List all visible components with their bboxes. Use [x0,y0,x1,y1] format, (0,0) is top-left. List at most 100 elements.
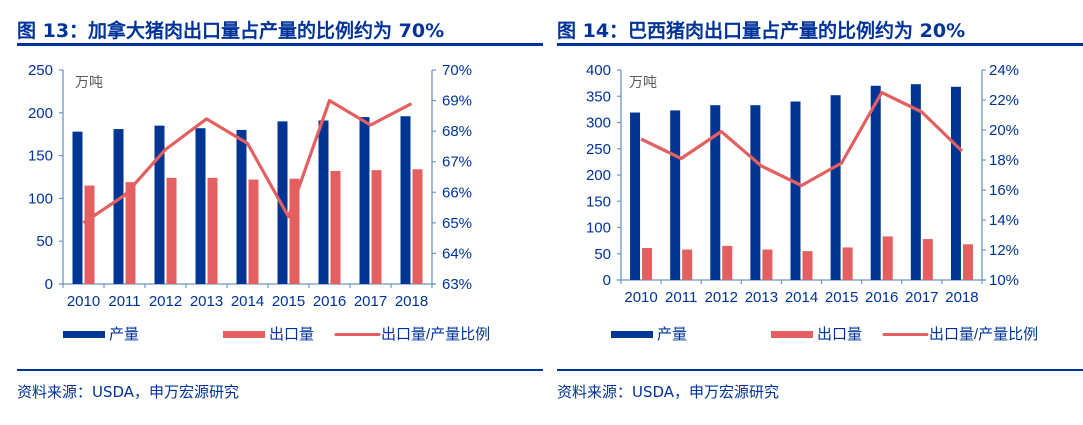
right-axis-tick-label: 14% [989,212,1019,229]
figure-13-title: 图 13：加拿大猪肉出口量占产量的比例约为 70% [17,20,445,42]
unit-label: 万吨 [629,74,657,90]
bar-production-2011 [113,129,124,284]
bar-production-2010 [72,131,83,284]
source-divider [17,369,543,371]
bar-export-2011 [682,249,693,280]
title-divider [557,43,1083,46]
left-axis-tick-label: 350 [586,88,611,105]
right-axis-tick-label: 63% [442,276,472,293]
bar-export-2010 [642,247,653,280]
bar-production-2014 [236,129,247,284]
bar-production-2010 [630,112,641,281]
right-axis-tick-label: 64% [442,245,472,262]
x-axis-tick-label: 2016 [313,293,346,310]
bar-production-2016 [318,120,329,284]
right-axis-tick-label: 24% [989,62,1019,79]
left-axis-tick-label: 50 [594,246,611,263]
x-axis-tick-label: 2017 [354,293,387,310]
left-axis-tick-label: 300 [586,115,611,132]
legend-production-swatch [63,331,105,338]
left-axis-tick-label: 100 [586,220,611,237]
right-axis-tick-label: 10% [989,272,1019,289]
right-axis-tick-label: 67% [442,154,472,171]
x-axis-tick-label: 2010 [67,293,100,310]
right-axis-tick-label: 69% [442,93,472,110]
bar-export-2017 [922,239,933,280]
right-axis-tick-label: 66% [442,184,472,201]
legend-export-swatch [771,331,813,338]
figure-14-title: 图 14：巴西猪肉出口量占产量的比例约为 20% [557,20,966,42]
bar-export-2015 [842,247,853,280]
right-axis-tick-label: 65% [442,215,472,232]
x-axis-tick-label: 2010 [624,289,657,306]
x-axis-tick-label: 2011 [108,293,140,310]
bar-export-2010 [84,185,95,284]
right-axis-tick-label: 16% [989,182,1019,199]
figure-13-panel: 图 13：加拿大猪肉出口量占产量的比例约为 70% 0 50 100 150 200 25… [17,0,543,425]
bar-production-2011 [670,110,681,280]
right-axis-tick-label: 22% [989,92,1019,109]
bar-export-2012 [722,245,733,280]
x-axis-tick-label: 2012 [149,293,182,310]
left-axis-tick-label: 0 [45,276,53,293]
bar-export-2011 [125,182,136,284]
bar-production-2018 [400,116,411,284]
right-axis-tick-label: 18% [989,152,1019,169]
left-axis-tick-label: 100 [28,190,53,207]
bar-production-2013 [195,128,206,284]
left-axis-tick-label: 200 [586,167,611,184]
bar-production-2013 [750,105,761,280]
bar-export-2016 [882,236,893,280]
x-axis-tick-label: 2014 [785,289,818,306]
bar-export-2013 [762,249,773,280]
right-axis-tick-label: 12% [989,242,1019,259]
bar-production-2012 [710,105,721,280]
bar-production-2012 [154,125,165,284]
bar-export-2018 [962,244,973,280]
legend-production-label: 产量 [109,326,139,343]
x-axis-tick-label: 2013 [745,289,778,306]
x-axis-tick-label: 2018 [395,293,428,310]
figure-13-source: 资料来源：USDA，申万宏源研究 [17,383,240,401]
right-axis-tick-label: 70% [442,62,472,79]
legend-ratio-label: 出口量/产量比例 [381,326,490,343]
figure-14-panel: 图 14：巴西猪肉出口量占产量的比例约为 20% 0 50 100 150 200 250… [557,0,1083,425]
x-axis-tick-label: 2011 [665,289,697,306]
left-axis-tick-label: 200 [28,105,53,122]
x-axis-tick-label: 2017 [905,289,938,306]
legend-ratio-label: 出口量/产量比例 [929,326,1038,343]
bar-production-2015 [277,121,288,284]
bar-production-2015 [830,95,841,280]
bar-export-2012 [166,177,177,284]
x-axis-tick-label: 2015 [825,289,858,306]
bar-production-2018 [950,86,961,280]
x-axis-tick-label: 2018 [945,289,978,306]
left-axis-tick-label: 50 [36,233,53,250]
left-axis-tick-label: 250 [586,141,611,158]
x-axis-tick-label: 2014 [231,293,264,310]
title-divider [17,43,543,46]
left-axis-tick-label: 150 [28,148,53,165]
legend-export-swatch [223,331,265,338]
legend-production-swatch [611,331,653,338]
x-axis-tick-label: 2013 [190,293,223,310]
unit-label: 万吨 [75,74,103,90]
left-axis-tick-label: 150 [586,193,611,210]
bar-production-2014 [790,101,801,280]
left-axis-tick-label: 400 [586,62,611,79]
legend-export-label: 出口量 [269,326,314,343]
bar-export-2018 [412,169,423,284]
figure-14-source: 资料来源：USDA，申万宏源研究 [557,383,780,401]
bar-production-2017 [910,84,921,280]
right-axis-tick-label: 20% [989,122,1019,139]
bar-export-2014 [802,251,813,280]
bar-export-2015 [289,178,300,284]
bar-export-2013 [207,177,218,284]
bar-production-2017 [359,117,370,284]
brazil-pork-chart: 0 50 100 150 200 250 300 350 400 10% 12% 14% 16% 18% 2… [586,62,1038,343]
right-axis-tick-label: 68% [442,123,472,140]
x-axis-tick-label: 2012 [705,289,738,306]
bar-export-2014 [248,179,259,284]
bar-production-2016 [870,85,881,280]
canada-pork-chart: 0 50 100 150 200 250 63% 64% 65% 66% 67% 68% 69% 70% 万… [28,62,490,343]
